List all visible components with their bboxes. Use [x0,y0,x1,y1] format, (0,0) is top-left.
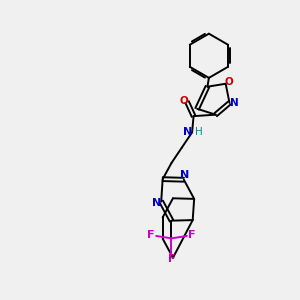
Text: F: F [168,254,175,264]
Text: O: O [179,95,188,106]
Text: N: N [183,127,193,137]
Text: N: N [152,198,161,208]
Text: F: F [188,230,196,240]
Text: O: O [225,77,234,87]
Text: N: N [230,98,238,108]
Text: F: F [147,230,154,240]
Text: H: H [195,127,203,137]
Text: N: N [180,170,190,180]
